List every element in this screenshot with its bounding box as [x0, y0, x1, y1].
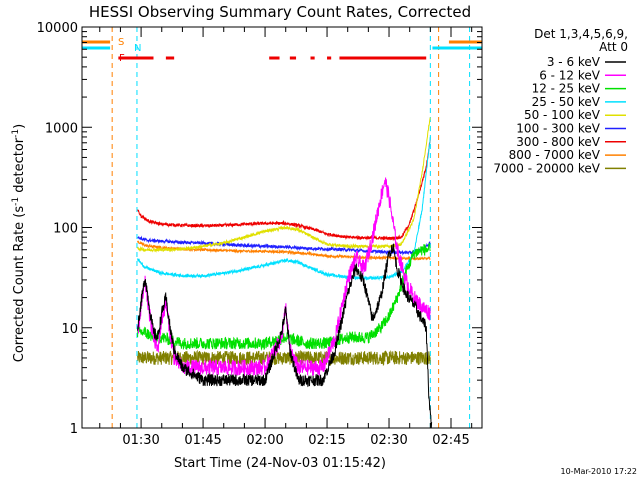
flag-bar-s-2 — [448, 40, 482, 44]
series-line-12-25-kev — [137, 242, 431, 351]
flag-bar-n-1 — [82, 46, 111, 50]
series-line-50-100-kev — [137, 117, 431, 253]
flag-bar-s-1 — [82, 40, 111, 44]
flag-bar-f-4 — [289, 56, 297, 60]
series-line-25-50-kev — [137, 137, 431, 281]
series-line-3-6-kev — [137, 243, 433, 428]
legend-label-3-6-kev: 3 - 6 keV — [547, 55, 601, 69]
flag-bar-f-7 — [339, 56, 427, 60]
flag-bar-f-1 — [118, 56, 154, 60]
legend-title-attenuator: Att 0 — [599, 40, 628, 54]
flag-bar-f-3 — [269, 56, 280, 60]
plot-area: SNF — [82, 27, 482, 428]
x-tick-label: 02:30 — [370, 433, 407, 448]
x-tick-label: 02:45 — [432, 433, 469, 448]
legend-title-detectors: Det 1,3,4,5,6,9, — [534, 27, 628, 41]
flag-bar-n-2 — [432, 46, 482, 50]
timestamp: 10-Mar-2010 17:22 — [561, 467, 638, 476]
flag-label-n: N — [134, 43, 141, 54]
legend-label-12-25-kev: 12 - 25 keV — [532, 82, 601, 96]
flag-label-f: F — [119, 53, 125, 64]
legend-label-800-7000-kev: 800 - 7000 keV — [509, 148, 601, 162]
y-tick-label: 100 — [53, 222, 78, 237]
series-line-300-800-kev — [137, 139, 431, 242]
flag-bar-f-2 — [165, 56, 175, 60]
legend-label-300-800-kev: 300 - 800 keV — [516, 135, 600, 149]
flag-bar-f-6 — [327, 56, 332, 60]
y-tick-label: 10 — [61, 322, 78, 337]
chart-title: HESSI Observing Summary Count Rates, Cor… — [89, 3, 471, 21]
y-tick-label: 10000 — [37, 21, 78, 36]
y-axis-label: Corrected Count Rate (s-1 detector-1) — [11, 124, 27, 362]
y-tick-label: 1 — [70, 422, 78, 437]
flag-label-s: S — [118, 37, 124, 48]
plot-inner — [82, 27, 482, 428]
x-tick-label: 02:00 — [246, 433, 283, 448]
y-tick-label: 1000 — [45, 121, 78, 136]
flag-bar-f-5 — [310, 56, 315, 60]
series-line-100-300-kev — [137, 235, 431, 256]
series-line-800-7000-kev — [137, 240, 431, 261]
legend-label-25-50-kev: 25 - 50 keV — [532, 95, 601, 109]
x-tick-label: 02:15 — [308, 433, 345, 448]
x-tick-label: 01:30 — [122, 433, 159, 448]
legend-label-7000-20000-kev: 7000 - 20000 keV — [493, 161, 600, 175]
x-axis-label: Start Time (24-Nov-03 01:15:42) — [174, 456, 386, 471]
series-line-7000-20000-kev — [137, 349, 431, 367]
legend-label-100-300-kev: 100 - 300 keV — [516, 122, 600, 136]
plot-frame: 1 10 100 1000 10000 01:30 01:45 02:00 02:15 02:30… — [37, 21, 483, 448]
legend-label-6-12-kev: 6 - 12 keV — [539, 68, 601, 82]
legend-label-50-100-kev: 50 - 100 keV — [524, 108, 601, 122]
x-tick-label: 01:45 — [184, 433, 221, 448]
